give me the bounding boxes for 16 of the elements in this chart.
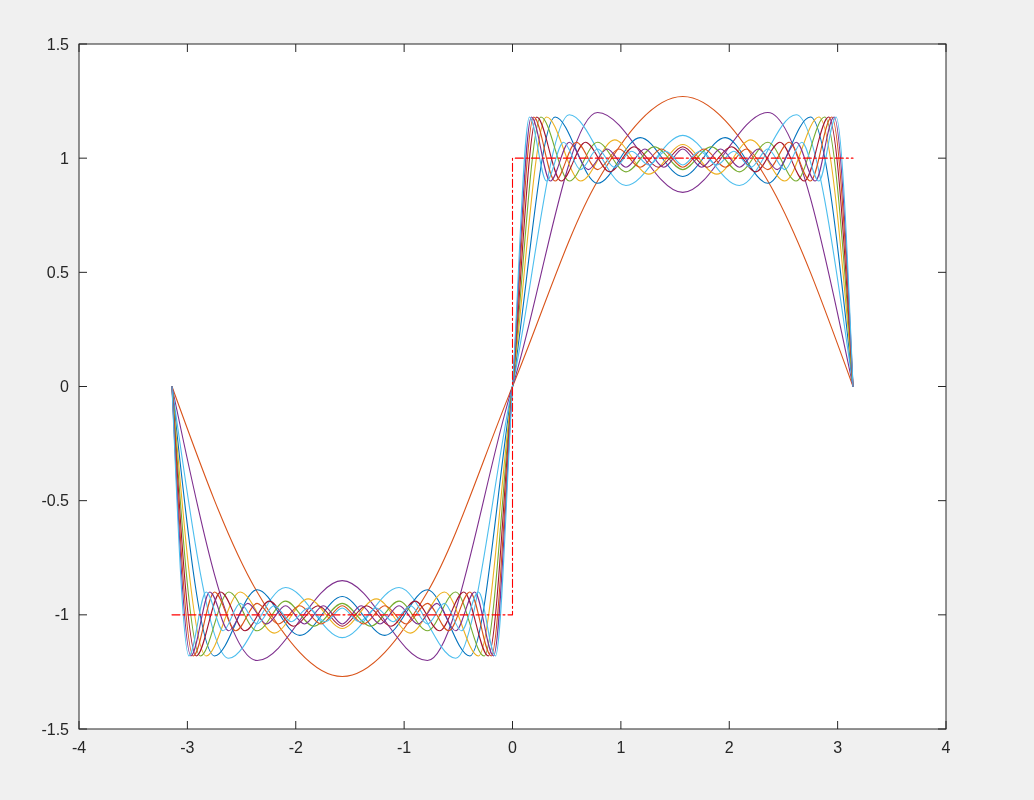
x-tick-label: 1 [616, 739, 626, 756]
y-tick-label: -1 [54, 606, 70, 624]
x-tick-label: -4 [71, 739, 87, 756]
x-tick-label: 3 [833, 739, 843, 756]
y-tick-label: -1.5 [41, 720, 70, 738]
y-tick-label: 1 [60, 149, 70, 167]
x-tick-label: -2 [288, 739, 303, 756]
x-tick-label: 4 [941, 739, 951, 756]
y-tick-label: 1.5 [46, 35, 70, 53]
y-tick-label: 0.5 [46, 263, 70, 281]
y-tick-label: -0.5 [41, 492, 70, 510]
x-tick-label: 0 [508, 739, 518, 756]
x-tick-label: -3 [180, 739, 195, 756]
y-tick-label: 0 [60, 378, 70, 396]
x-tick-label: -1 [397, 739, 412, 756]
x-tick-label: 2 [724, 739, 734, 756]
